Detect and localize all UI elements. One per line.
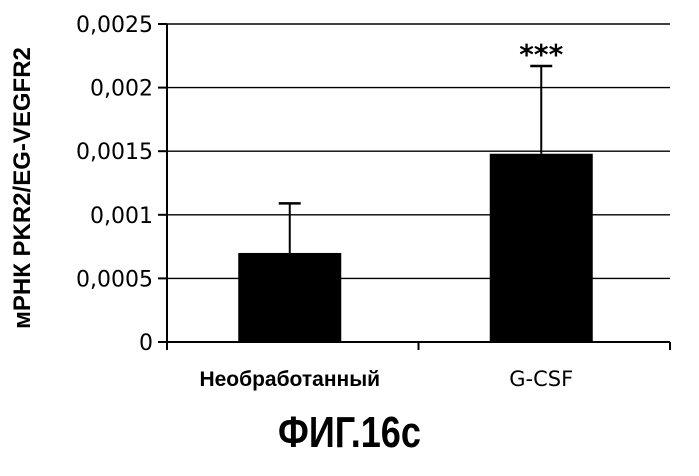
y-tick-label: 0,002 [90, 77, 153, 102]
y-tick-label: 0 [139, 331, 153, 356]
y-tick-label: 0,0005 [76, 267, 153, 292]
x-category-label: G-CSF [509, 367, 573, 391]
significance-marker: *** [519, 38, 563, 71]
y-tick-label: 0,0015 [76, 140, 153, 165]
gridlines [167, 24, 670, 278]
significance-annotations: *** [519, 38, 563, 71]
y-tick-label: 0,0025 [76, 13, 153, 38]
figure-caption: ФИГ.16c [63, 408, 636, 458]
bar-chart: 0 0,0005 0,001 0,0015 0,002 0,0025 Необработа… [0, 0, 699, 400]
bar [490, 154, 593, 342]
x-category-labels: Необработанный G-CSF [199, 367, 573, 391]
y-tick-labels: 0 0,0005 0,001 0,0015 0,002 0,0025 [76, 13, 153, 356]
y-axis-label: мРНК PKR2/EG-VEGFR2 [9, 47, 36, 329]
x-category-label: Необработанный [199, 368, 380, 391]
y-tick-label: 0,001 [90, 204, 153, 229]
bar [238, 253, 341, 342]
bars [238, 154, 593, 342]
axes [158, 24, 670, 350]
